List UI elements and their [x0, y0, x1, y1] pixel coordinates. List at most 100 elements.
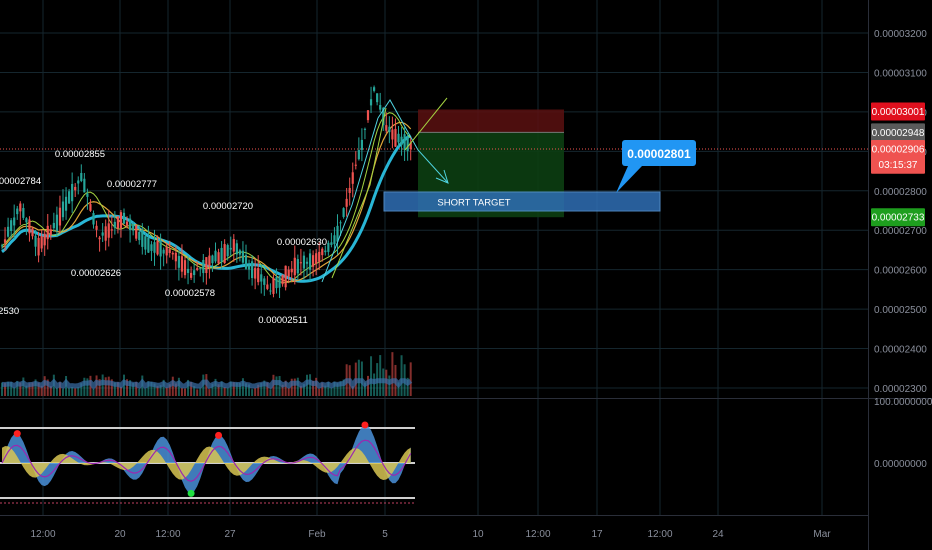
volume-bar [107, 376, 110, 396]
candle-body [180, 256, 184, 272]
candle-body [318, 251, 321, 262]
x-tick-label: 12:00 [30, 529, 55, 540]
volume-bar [132, 382, 135, 396]
volume-bar [184, 388, 186, 396]
volume-bar [278, 376, 281, 396]
volume-bar [339, 381, 342, 396]
y-tick-label: 0.00002700 [874, 226, 927, 237]
volume-bar [19, 382, 22, 396]
candle-body [52, 222, 55, 229]
trend-drawings: SHORT TARGET 0.00002801 [321, 97, 696, 283]
volume-bar [342, 379, 345, 396]
volume-bar [1, 382, 3, 396]
volume-bar [245, 383, 247, 396]
projection-arrowhead [435, 169, 449, 184]
x-axis: 12:00 20 12:00 27 Feb 5 10 12:00 17 12:00 24 Mar [30, 529, 831, 540]
volume-bar [101, 374, 104, 396]
candle-body [19, 203, 22, 212]
projection-line [377, 99, 449, 184]
candle-body [71, 183, 74, 202]
candle-body [202, 259, 205, 274]
candle-body [257, 267, 260, 283]
candle-body [351, 172, 354, 184]
candle-body [150, 244, 153, 251]
candle-body [312, 255, 315, 267]
x-tick-label: Feb [308, 529, 326, 540]
volume-bar [211, 383, 214, 396]
candle-body [278, 276, 281, 288]
candle-body [217, 252, 220, 264]
candle-body [241, 250, 245, 263]
volume-bar [248, 384, 251, 396]
candle-body [153, 242, 156, 253]
candle-body [232, 239, 235, 252]
candle-body [132, 224, 135, 231]
candle-body [16, 208, 19, 215]
candle-body [327, 242, 330, 252]
volume-bar [177, 377, 180, 396]
candle-body [315, 253, 318, 264]
volume-bar [409, 362, 412, 396]
candle-body [86, 193, 89, 197]
swing-label: 0.00002578 [165, 288, 215, 299]
y-tick-label: 0.00002800 [874, 187, 927, 198]
volume-bar [281, 384, 284, 396]
price-tag-label: 0.00002733 [872, 213, 925, 224]
candle-body [89, 204, 92, 211]
candle-body [275, 277, 278, 289]
candle-body [168, 249, 171, 253]
price-tags: 0.00003001 0.00002948 0.00002906 03:15:37 0.… [871, 102, 925, 227]
y-tick-label: 0.00002600 [874, 266, 927, 277]
volume-bar [238, 382, 241, 396]
candle-body [208, 255, 211, 266]
volume-bar [25, 385, 28, 396]
volume-bar [16, 380, 19, 396]
target-callout-label: 0.00002801 [627, 147, 691, 161]
candle-body [147, 237, 150, 253]
candle-body [290, 268, 293, 273]
volume-bar [296, 377, 299, 396]
osc-top-label: 100.00000000 [874, 397, 932, 408]
candle-body [342, 208, 345, 217]
short-target-label: SHORT TARGET [437, 198, 510, 209]
candle-body [22, 208, 25, 218]
candle-body [122, 212, 126, 224]
candle-body [13, 217, 16, 226]
volume-bar [22, 377, 25, 396]
candle-body [269, 290, 272, 292]
volume-bar [241, 378, 244, 396]
volume-bar [351, 386, 354, 396]
candle-body [141, 229, 144, 247]
volume-bar [284, 380, 287, 396]
volume-bar [86, 378, 89, 396]
price-tag-label: 03:15:37 [879, 160, 918, 171]
swing-label: 0.00002784 [0, 176, 41, 187]
candle-body [0, 245, 4, 247]
candle-body [235, 243, 238, 255]
candle-body [244, 255, 248, 269]
candle-body [55, 214, 58, 232]
candle-body [379, 104, 382, 110]
candle-body [119, 212, 123, 229]
candle-body [165, 246, 168, 256]
candle-body [357, 150, 360, 160]
x-tick-label: 24 [712, 529, 724, 540]
volume-bar [46, 379, 49, 396]
volume-bar [327, 381, 330, 396]
candle-body [159, 241, 162, 257]
volume-bar [269, 389, 272, 396]
x-tick-label: 27 [224, 529, 236, 540]
candle-body [287, 269, 290, 277]
candle-body [254, 267, 257, 279]
candle-body [220, 247, 223, 262]
volume-bar [77, 387, 80, 396]
volume-bar [400, 355, 403, 396]
volume-bar [321, 382, 324, 396]
x-tick-label: 12:00 [525, 529, 550, 540]
volume-bar [257, 384, 260, 396]
volume-bar [315, 377, 318, 396]
candle-body [64, 196, 68, 211]
volume-bar [138, 388, 141, 396]
